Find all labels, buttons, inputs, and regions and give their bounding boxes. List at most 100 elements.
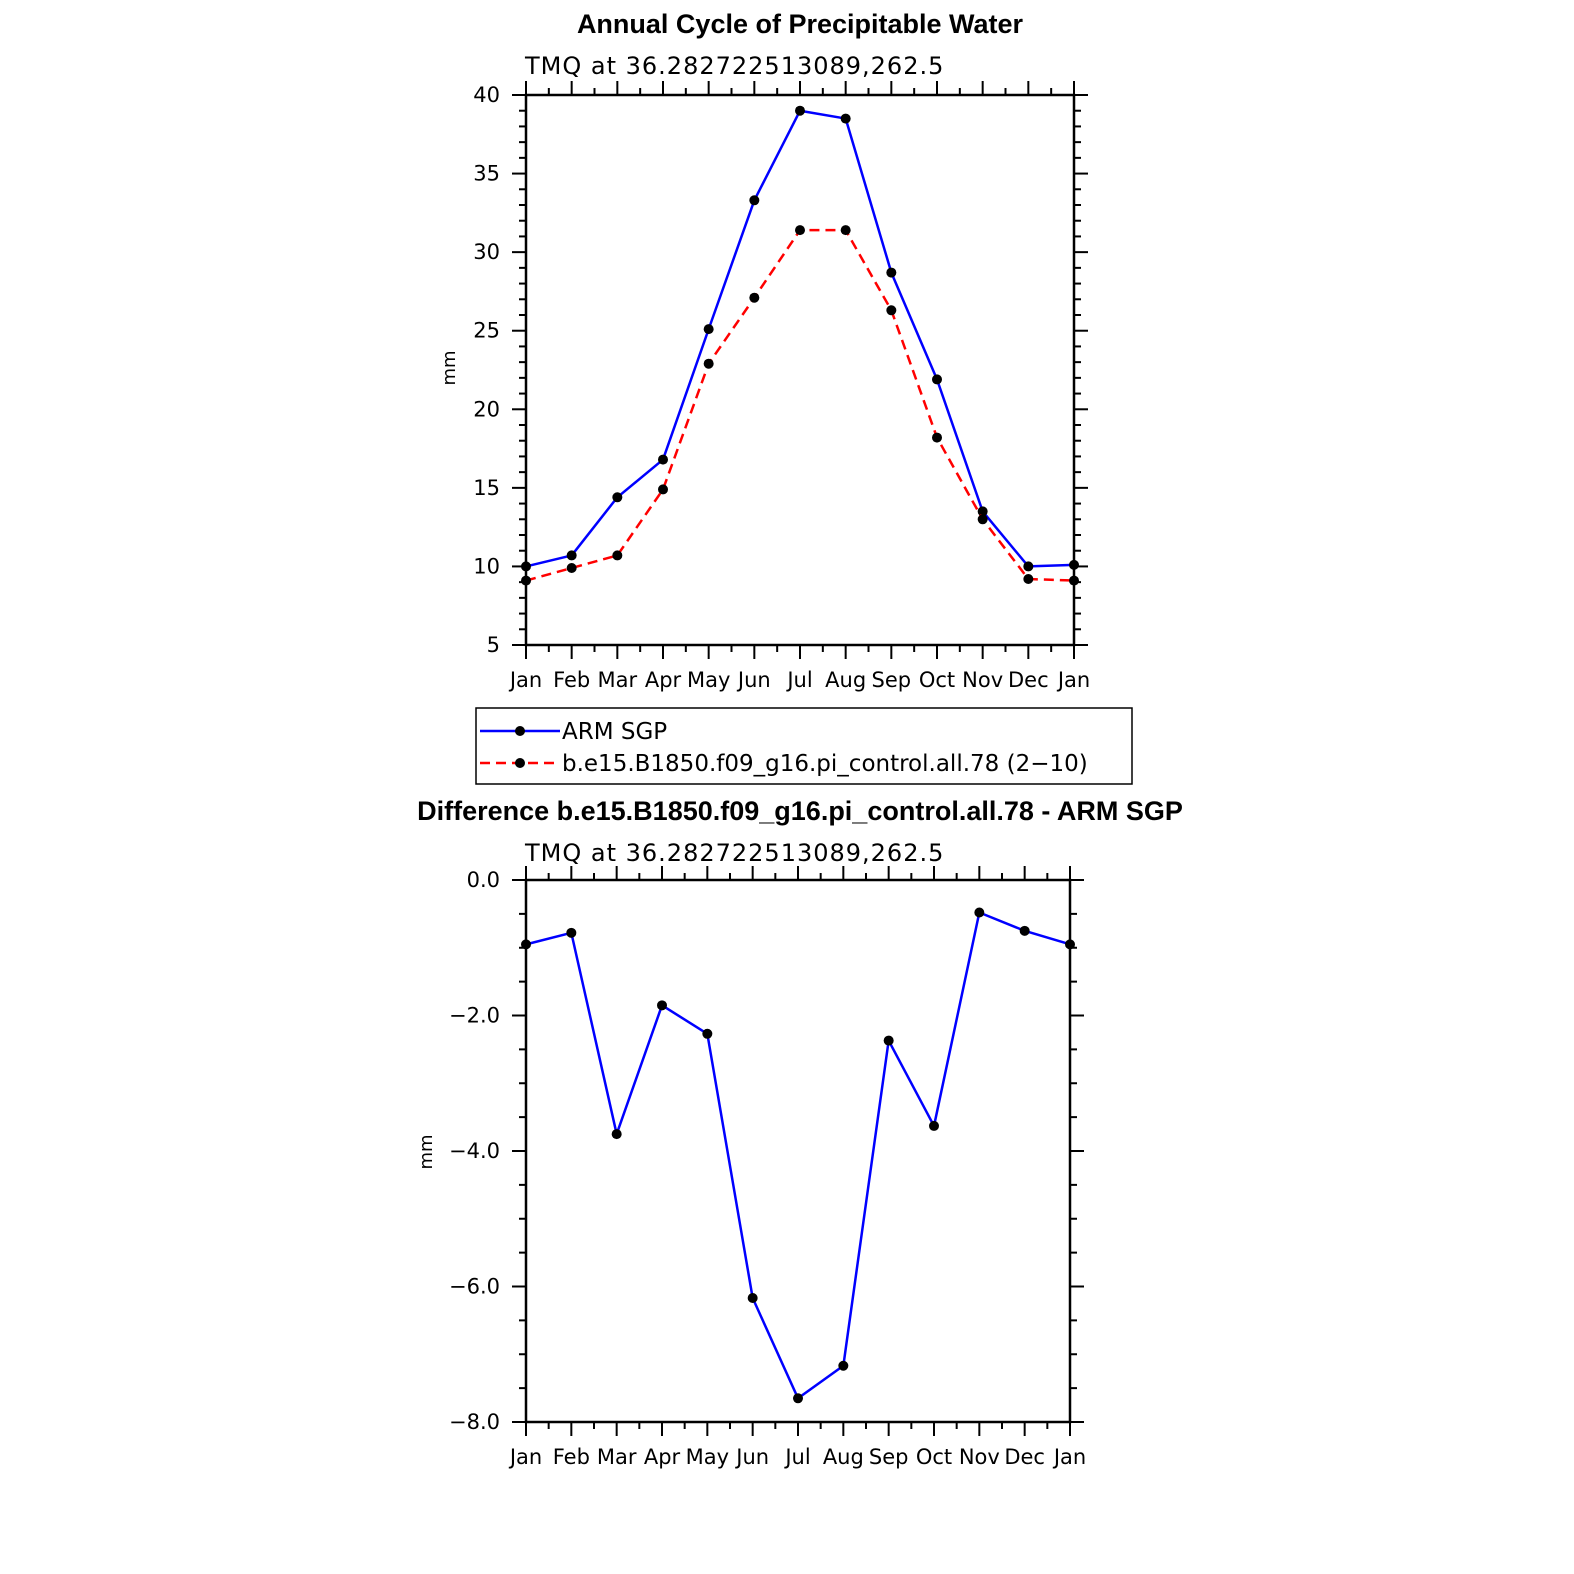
series-group: [521, 105, 1079, 586]
x-tick-label: Sep: [872, 668, 912, 692]
y-tick-label: 15: [473, 476, 500, 500]
chart-subtitle: TMQ at 36.282722513089,262.5: [524, 52, 944, 80]
x-tick-label: Jul: [783, 1445, 810, 1469]
x-tick-label: Dec: [1008, 668, 1049, 692]
data-point: [977, 506, 988, 517]
x-tick-label: Jun: [736, 668, 771, 692]
data-point: [566, 563, 577, 573]
y-tick-label: 5: [487, 633, 500, 657]
series-group: [521, 907, 1075, 1404]
data-point: [747, 1293, 758, 1304]
data-point: [657, 1000, 667, 1011]
data-point: [521, 575, 531, 586]
x-tick-label: Sep: [869, 1445, 909, 1469]
data-point: [932, 432, 942, 443]
x-tick-label: Feb: [553, 1445, 590, 1469]
data-point: [749, 195, 760, 206]
legend-marker-arm-sgp: [515, 726, 525, 736]
series-line: [525, 109, 1075, 568]
x-tick-label: Apr: [645, 668, 682, 692]
x-tick-label: Aug: [823, 1445, 864, 1469]
y-tick-label: −4.0: [449, 1139, 500, 1163]
data-point: [521, 561, 531, 572]
data-point: [883, 1035, 894, 1046]
legend: ARM SGP b.e15.B1850.f09_g16.pi_control.a…: [475, 707, 1133, 785]
x-ticks: Jan Feb Mar Apr May Jun Jul Aug Sep Oct Nov Dec Jan: [508, 81, 1090, 692]
data-point: [929, 1120, 939, 1131]
data-point: [658, 454, 668, 465]
x-tick-label: Jan: [1056, 668, 1090, 692]
data-point: [1069, 559, 1079, 570]
x-tick-label: Oct: [919, 668, 955, 692]
chart-title: Annual Cycle of Precipitable Water: [577, 9, 1024, 39]
y-tick-label: 25: [473, 319, 500, 343]
data-point: [703, 324, 714, 335]
legend-box: [475, 707, 1133, 785]
annual-cycle-chart: Annual Cycle of Precipitable Water TMQ a…: [439, 9, 1090, 692]
x-tick-label: Jun: [734, 1445, 769, 1469]
data-point: [658, 484, 668, 495]
x-tick-label: Mar: [597, 1445, 637, 1469]
data-point: [566, 550, 577, 561]
data-point: [977, 514, 988, 525]
y-tick-label: −2.0: [449, 1004, 500, 1028]
data-point: [612, 550, 623, 561]
data-point: [1023, 561, 1034, 572]
data-point: [703, 358, 714, 369]
data-point: [838, 1360, 849, 1371]
plot-frame: [524, 93, 1076, 647]
x-tick-label: Jul: [785, 668, 812, 692]
chart-subtitle: TMQ at 36.282722513089,262.5: [524, 839, 944, 867]
x-tick-label: Nov: [962, 668, 1003, 692]
x-ticks: Jan Feb Mar Apr May Jun Jul Aug Sep Oct Nov Dec Jan: [508, 866, 1086, 1469]
data-point: [974, 907, 985, 918]
y-tick-label: −8.0: [449, 1410, 500, 1434]
data-point: [840, 225, 851, 236]
y-tick-label: 20: [473, 397, 500, 421]
series-line: [525, 228, 1075, 582]
x-tick-label: Feb: [553, 668, 590, 692]
x-tick-label: Apr: [644, 1445, 681, 1469]
series-line: [525, 911, 1071, 1400]
x-tick-label: Mar: [598, 668, 638, 692]
y-tick-label: 0.0: [467, 868, 500, 892]
chart-title: Difference b.e15.B1850.f09_g16.pi_contro…: [417, 796, 1183, 826]
legend-label-arm-sgp: ARM SGP: [562, 719, 667, 745]
x-tick-label: Dec: [1004, 1445, 1045, 1469]
legend-marker-model: [515, 758, 525, 768]
data-point: [612, 492, 623, 503]
x-tick-label: Jan: [508, 668, 542, 692]
data-point: [1069, 575, 1079, 586]
data-point: [840, 113, 851, 124]
y-tick-label: 30: [473, 240, 500, 264]
x-tick-label: Nov: [959, 1445, 1000, 1469]
x-tick-label: Jan: [1052, 1445, 1086, 1469]
x-tick-label: Oct: [916, 1445, 952, 1469]
data-point: [521, 939, 531, 950]
y-tick-label: 40: [473, 83, 500, 107]
y-axis-label: mm: [439, 350, 460, 385]
data-point: [749, 292, 760, 303]
x-tick-label: Jan: [508, 1445, 542, 1469]
data-point: [932, 374, 942, 385]
y-ticks: 5 10 15 20 25 30 35 40: [473, 83, 1088, 657]
x-tick-label: May: [686, 1445, 729, 1469]
data-point: [793, 1393, 803, 1404]
data-point: [566, 927, 577, 938]
y-tick-label: −6.0: [449, 1275, 500, 1299]
data-point: [886, 267, 897, 278]
x-tick-label: Aug: [825, 668, 866, 692]
plot-frame: [524, 878, 1072, 1424]
y-tick-label: 35: [473, 162, 500, 186]
difference-chart: Difference b.e15.B1850.f09_g16.pi_contro…: [416, 796, 1183, 1469]
y-tick-label: 10: [473, 554, 500, 578]
y-ticks: −8.0 −6.0 −4.0 −2.0 0.0: [449, 868, 1084, 1434]
x-tick-label: May: [687, 668, 730, 692]
data-point: [1023, 574, 1034, 584]
legend-label-model: b.e15.B1850.f09_g16.pi_control.all.78 (2…: [562, 751, 1088, 777]
data-point: [1065, 939, 1075, 950]
data-point: [702, 1028, 713, 1039]
data-point: [795, 225, 805, 236]
y-axis-label: mm: [416, 1134, 437, 1169]
